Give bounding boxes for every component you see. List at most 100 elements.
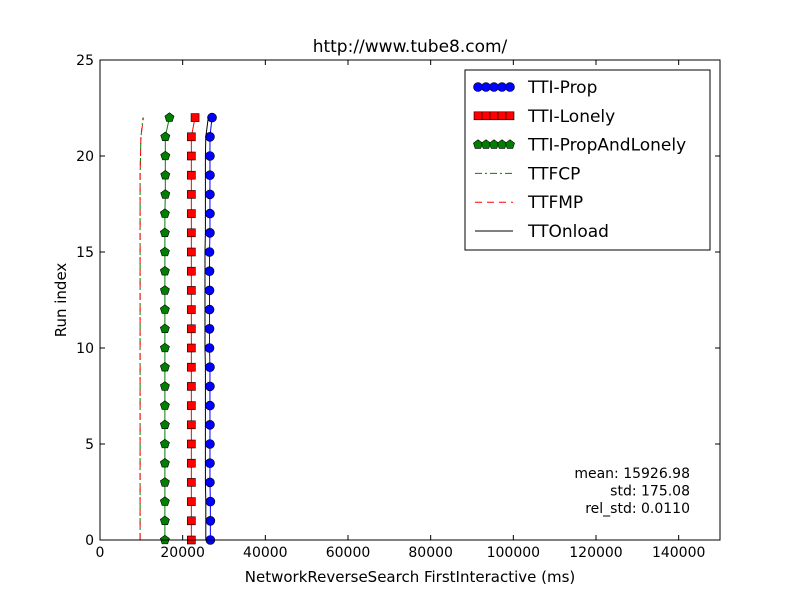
data-point bbox=[204, 285, 215, 296]
legend-label: TTI-PropAndLonely bbox=[527, 136, 686, 156]
data-point bbox=[207, 112, 217, 123]
data-point bbox=[159, 285, 170, 295]
x-tick-label: 20000 bbox=[160, 545, 205, 561]
legend-marker bbox=[481, 111, 491, 121]
data-point bbox=[204, 266, 215, 277]
data-point bbox=[187, 343, 196, 353]
data-point bbox=[187, 439, 196, 449]
legend-marker bbox=[505, 82, 515, 92]
annotation-line: std: 175.08 bbox=[610, 484, 690, 500]
data-point bbox=[204, 323, 215, 334]
y-tick-label: 25 bbox=[76, 53, 94, 69]
legend: TTI-Prop TTI-Lonely TTI-PropAndLonely TTFCP… bbox=[464, 69, 711, 251]
data-point bbox=[205, 151, 215, 161]
data-point bbox=[187, 170, 196, 180]
data-point bbox=[164, 112, 175, 122]
x-tick-label: 40000 bbox=[243, 545, 288, 561]
data-point bbox=[187, 497, 196, 506]
legend-item-ttfmp: TTFMP bbox=[475, 193, 583, 213]
legend-item-ttfcp: TTFCP bbox=[475, 164, 580, 184]
data-point bbox=[159, 438, 170, 449]
data-point bbox=[187, 382, 196, 391]
series-ttonload bbox=[204, 117, 209, 540]
data-point bbox=[205, 362, 215, 373]
x-tick-label: 140000 bbox=[652, 545, 705, 561]
y-tick-label: 10 bbox=[76, 341, 94, 357]
data-point bbox=[204, 343, 215, 353]
data-point bbox=[159, 419, 170, 429]
data-point bbox=[187, 516, 196, 526]
data-point bbox=[187, 286, 196, 295]
x-tick-label: 60000 bbox=[326, 545, 371, 561]
x-tick-label: 100000 bbox=[487, 545, 540, 561]
data-point bbox=[159, 400, 170, 410]
y-axis-label: Run index bbox=[52, 263, 70, 338]
y-tick-label: 5 bbox=[85, 437, 94, 453]
data-point bbox=[159, 323, 170, 333]
series-ttfcp bbox=[139, 117, 144, 540]
legend-marker bbox=[481, 82, 491, 92]
data-point bbox=[187, 478, 196, 487]
x-tick-label: 80000 bbox=[408, 545, 453, 561]
plot-frame bbox=[99, 59, 721, 541]
data-point bbox=[187, 266, 196, 276]
data-point bbox=[159, 477, 170, 487]
data-point bbox=[187, 401, 196, 410]
data-point bbox=[187, 132, 196, 142]
data-point bbox=[160, 189, 171, 199]
data-point bbox=[159, 362, 170, 372]
data-point bbox=[205, 458, 215, 469]
annotation-line: mean: 15926.98 bbox=[574, 466, 690, 482]
legend-label: TTOnload bbox=[527, 222, 609, 242]
data-point bbox=[187, 362, 196, 372]
data-point bbox=[159, 266, 170, 276]
y-tick-label: 15 bbox=[76, 245, 94, 261]
data-point bbox=[160, 150, 171, 161]
data-point bbox=[205, 439, 215, 449]
series-tti-propandlonely bbox=[159, 112, 175, 545]
legend-item-tti-lonely: TTI-Lonely bbox=[473, 107, 615, 127]
data-point bbox=[159, 458, 170, 468]
data-point bbox=[160, 170, 171, 180]
y-axis: 0 5 10 15 20 25 bbox=[76, 53, 720, 549]
data-point bbox=[159, 227, 170, 237]
data-point bbox=[205, 419, 215, 430]
data-point bbox=[205, 515, 216, 526]
y-tick-label: 0 bbox=[85, 533, 94, 549]
legend-box bbox=[464, 69, 711, 251]
legend-marker bbox=[505, 139, 515, 149]
legend-marker bbox=[497, 111, 507, 121]
data-point bbox=[159, 208, 170, 218]
series-line bbox=[204, 117, 209, 540]
data-point bbox=[205, 400, 215, 411]
data-point bbox=[187, 305, 196, 314]
data-point bbox=[159, 342, 170, 353]
data-point bbox=[159, 381, 170, 391]
data-point bbox=[204, 247, 215, 257]
data-point bbox=[205, 381, 215, 392]
legend-marker bbox=[473, 82, 483, 92]
data-point bbox=[187, 228, 196, 238]
series-line bbox=[139, 117, 144, 540]
legend-item-ttonload: TTOnload bbox=[475, 222, 609, 242]
legend-label: TTFMP bbox=[527, 193, 583, 213]
legend-item-tti-propandlonely: TTI-PropAndLonely bbox=[473, 136, 686, 156]
legend-marker bbox=[473, 111, 483, 121]
data-point bbox=[205, 132, 215, 142]
data-point bbox=[187, 190, 196, 199]
annotation-line: rel_std: 0.0110 bbox=[585, 501, 690, 517]
y-tick-label: 20 bbox=[76, 149, 94, 165]
data-point bbox=[159, 496, 170, 506]
legend-label: TTI-Lonely bbox=[527, 107, 615, 127]
data-point bbox=[187, 458, 196, 468]
data-point bbox=[205, 477, 215, 488]
data-point bbox=[187, 247, 196, 257]
data-point bbox=[205, 496, 216, 507]
data-point bbox=[159, 304, 170, 314]
legend-label: TTI-Prop bbox=[527, 78, 597, 98]
x-tick-label: 0 bbox=[96, 545, 105, 561]
data-point bbox=[205, 170, 215, 180]
data-point bbox=[187, 324, 196, 334]
